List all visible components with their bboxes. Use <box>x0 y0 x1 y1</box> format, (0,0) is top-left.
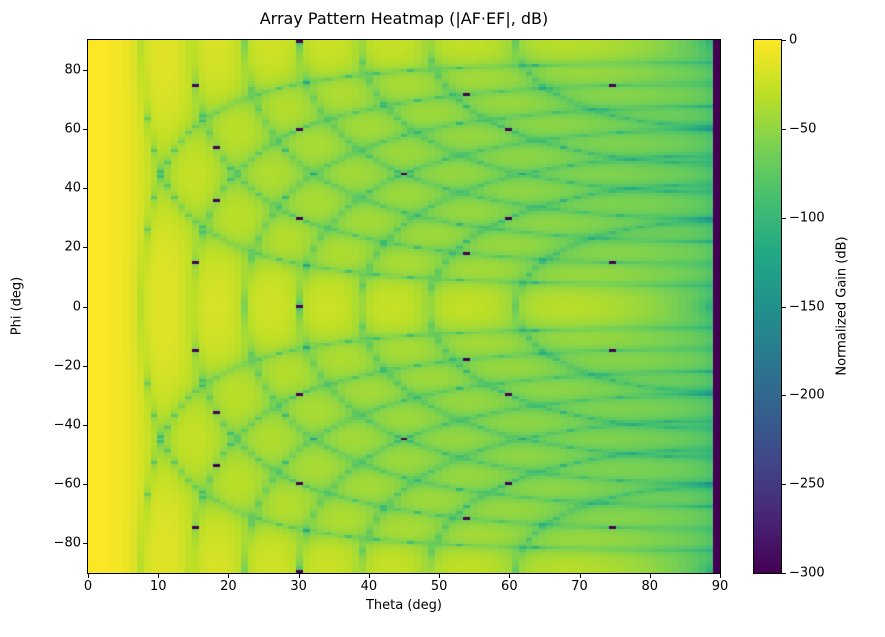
chart-title: Array Pattern Heatmap (|AF·EF|, dB) <box>259 9 549 28</box>
heatmap-canvas <box>87 39 721 574</box>
x-axis-label: Theta (deg) <box>365 598 443 613</box>
y-tick-label: 0 <box>72 299 81 314</box>
y-tick-label: −80 <box>53 535 81 551</box>
y-tick-mark <box>83 484 87 486</box>
x-tick-mark <box>509 574 511 578</box>
x-tick-label: 80 <box>641 579 659 594</box>
colorbar-canvas <box>753 39 782 574</box>
colorbar-tick-label: −250 <box>789 476 825 492</box>
colorbar-tick-label: −300 <box>789 565 825 581</box>
y-tick-label: −60 <box>53 476 81 492</box>
y-tick-mark <box>83 188 87 190</box>
y-tick-mark <box>83 306 87 308</box>
x-tick-label: 30 <box>290 579 307 594</box>
y-tick-mark <box>83 543 87 545</box>
colorbar-tick-label: −100 <box>789 210 825 226</box>
y-tick-mark <box>83 424 87 426</box>
x-tick-label: 0 <box>83 579 93 594</box>
colorbar-tick-mark <box>782 395 786 397</box>
y-tick-label: −40 <box>53 417 81 433</box>
colorbar-tick-mark <box>782 128 786 130</box>
y-tick-mark <box>83 69 87 71</box>
colorbar-tick-label: 0 <box>789 32 798 48</box>
x-tick-mark <box>88 574 89 578</box>
colorbar-tick-label: −150 <box>789 299 825 314</box>
x-tick-label: 40 <box>360 579 378 594</box>
x-tick-mark <box>368 574 370 578</box>
colorbar-tick-mark <box>782 484 786 486</box>
y-axis-label: Phi (deg) <box>9 276 25 336</box>
x-tick-label: 90 <box>711 579 729 594</box>
x-tick-label: 70 <box>571 579 588 594</box>
y-tick-mark <box>83 247 87 249</box>
colorbar-tick-mark <box>782 217 786 219</box>
colorbar-tick-mark <box>782 40 786 41</box>
x-tick-mark <box>720 574 721 578</box>
colorbar-tick-mark <box>782 573 786 574</box>
y-tick-label: 20 <box>64 239 81 255</box>
x-tick-mark <box>298 574 300 578</box>
colorbar-tick-label: −50 <box>789 121 817 137</box>
x-tick-label: 20 <box>220 579 237 594</box>
y-tick-mark <box>83 365 87 367</box>
y-tick-label: 60 <box>64 121 81 137</box>
x-tick-mark <box>439 574 441 578</box>
x-tick-mark <box>579 574 581 578</box>
colorbar-tick-mark <box>782 306 786 308</box>
y-tick-label: −20 <box>53 358 81 374</box>
x-tick-label: 50 <box>430 579 448 594</box>
x-tick-mark <box>158 574 160 578</box>
y-tick-label: 80 <box>64 62 81 78</box>
x-tick-label: 10 <box>149 579 167 594</box>
x-tick-mark <box>649 574 651 578</box>
colorbar-label: Normalized Gain (dB) <box>834 236 850 376</box>
colorbar-tick-label: −200 <box>789 387 825 403</box>
y-tick-label: 40 <box>64 180 81 196</box>
x-tick-label: 60 <box>501 579 518 594</box>
x-tick-mark <box>228 574 230 578</box>
y-tick-mark <box>83 128 87 130</box>
